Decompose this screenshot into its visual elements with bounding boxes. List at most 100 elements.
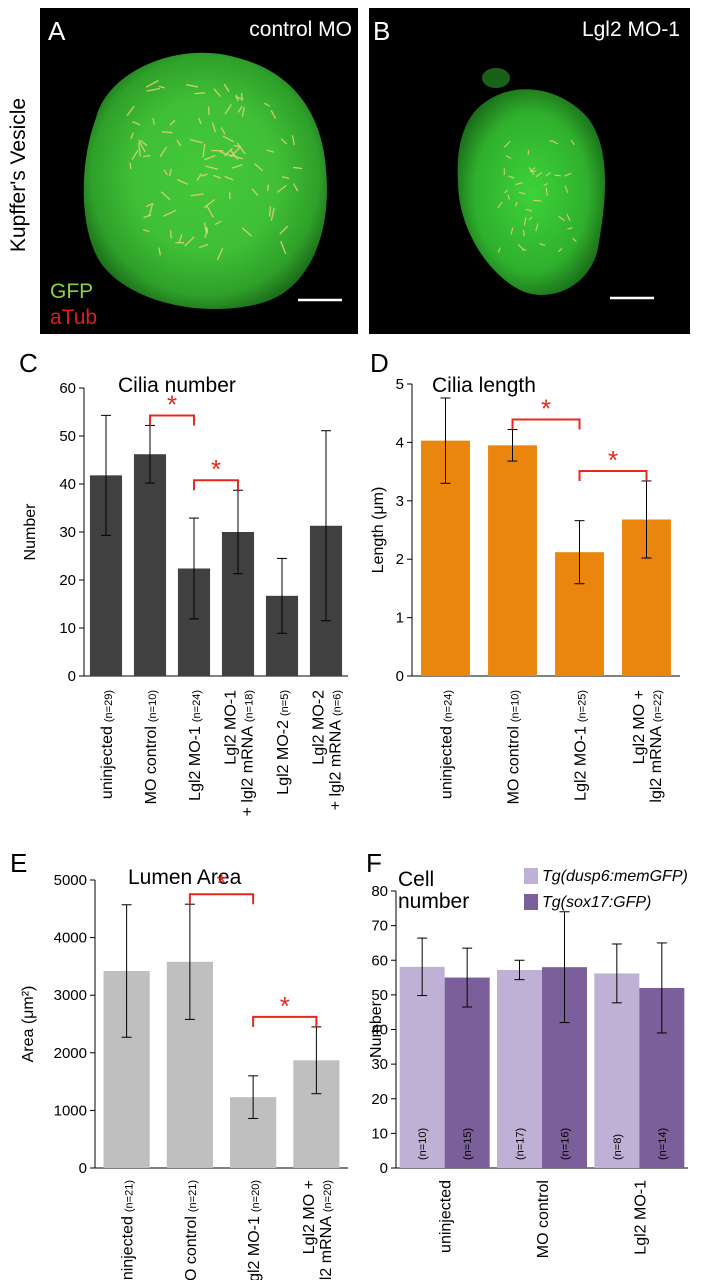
cilium <box>241 106 245 117</box>
y-tick-label: 3000 <box>54 987 87 1004</box>
cilium <box>198 243 209 249</box>
chart-cell-number: 0 10 20 30 40 50 60 70 80 F Number Cell number (n=10)… <box>366 848 688 1258</box>
category-label-line: Lgl2 MO + <box>631 690 648 764</box>
category-label: Lgl2 MO-1 (n=25) <box>573 690 590 801</box>
category-n: (n=24) <box>191 690 203 722</box>
category-label-line: MO control <box>143 726 160 804</box>
cilium <box>211 122 217 133</box>
cilium <box>146 87 161 92</box>
cilium <box>152 117 155 125</box>
significance-star: * <box>216 868 226 898</box>
category-label-line: + lgl2 mRNA <box>328 720 345 811</box>
cilium <box>570 139 575 146</box>
cilium <box>293 166 303 170</box>
category-label-line: lgl2 mRNA <box>648 726 665 803</box>
category-n: (n=20) <box>322 1180 334 1212</box>
category-n: (n=21) <box>124 1180 136 1212</box>
cilium <box>235 96 244 100</box>
cilium <box>205 165 219 170</box>
cilium <box>190 193 204 197</box>
bar-n-label: (n=15) <box>462 1128 474 1160</box>
cilium <box>131 149 139 160</box>
y-tick-label: 4000 <box>54 930 87 947</box>
cilium <box>528 216 533 221</box>
cilium <box>567 227 573 230</box>
cilium <box>186 84 199 88</box>
bar <box>497 969 542 1168</box>
cilium <box>189 138 203 144</box>
cilium <box>203 222 207 233</box>
cilium <box>229 154 244 160</box>
y-tick-label: 40 <box>371 1022 388 1039</box>
cilia-b <box>497 139 577 253</box>
cilium <box>564 185 569 194</box>
cilium <box>145 203 152 208</box>
cilium <box>518 191 526 195</box>
category-label: Lgl2 MO-2 (n=5) <box>275 690 292 795</box>
cilium <box>143 214 152 219</box>
y-tick-label: 5 <box>396 376 404 393</box>
cilium <box>523 217 527 226</box>
y-tick-label: 40 <box>59 476 76 493</box>
y-tick-label: 2 <box>396 551 404 568</box>
cilium <box>200 173 208 177</box>
category-n: (n=24) <box>443 690 455 722</box>
y-tick-label: 60 <box>59 380 76 397</box>
significance-star: * <box>608 445 618 475</box>
cell-blob-b <box>482 68 510 88</box>
cilium <box>237 105 243 113</box>
cilium <box>543 183 548 187</box>
category-n: (n=25) <box>577 690 589 722</box>
y-tick-label: 0 <box>79 1160 87 1177</box>
category-label: Lgl2 MO-1 <box>632 1180 649 1255</box>
cilium <box>132 121 141 126</box>
y-tick-label: 50 <box>59 428 76 445</box>
cilium <box>216 248 224 261</box>
chart-title: Cilia length <box>432 374 536 397</box>
cilium <box>251 188 259 196</box>
panel-letter-a: A <box>48 16 66 46</box>
category-n: (n=5) <box>279 690 291 716</box>
cilium <box>223 83 230 92</box>
category-label-line: Lgl2 MO + <box>301 1180 318 1254</box>
y-axis-label: Number <box>368 1000 385 1058</box>
category-label: uninjected <box>438 1180 455 1253</box>
cilium <box>517 243 524 251</box>
cilium <box>270 207 275 221</box>
panel-letter: C <box>19 348 38 378</box>
bar-n-label: (n=17) <box>515 1128 527 1160</box>
cilium <box>213 174 222 179</box>
category-label-line: uninjected <box>439 726 456 799</box>
category-label-line: Lgl2 MO-2 <box>311 690 328 765</box>
category-label-line: uninjected <box>120 1216 137 1280</box>
category-label: uninjected (n=24) <box>439 690 456 799</box>
cilium <box>163 209 177 217</box>
category-label: Lgl2 MO-1 (n=20) <box>246 1180 263 1280</box>
significance-bracket <box>149 414 195 426</box>
chart-cilia-length: 0 1 2 3 4 5D Length (μm) Cilia length uninjected… <box>370 348 680 804</box>
category-label-line: Lgl2 MO-2 <box>275 720 292 795</box>
category-label: Lgl2 MO +lgl2 mRNA (n=22) <box>631 690 665 803</box>
legend-label: Tg(dusp6:memGFP) <box>542 868 688 885</box>
category-n: (n=10) <box>147 690 159 722</box>
cilium <box>168 168 172 177</box>
cilium <box>148 202 154 217</box>
legend-atub: aTub <box>50 306 97 329</box>
panel-b-title: Lgl2 MO-1 <box>582 18 680 41</box>
chart-title: Cilia number <box>118 374 236 397</box>
bar <box>399 966 445 1168</box>
category-n: (n=22) <box>652 690 664 722</box>
cilium <box>558 215 566 222</box>
cilium <box>279 225 289 235</box>
cilium <box>266 149 275 153</box>
category-n: (n=29) <box>103 690 115 722</box>
bar-n-label: (n=14) <box>657 1128 669 1160</box>
category-label-line: Lgl2 MO-1 <box>573 726 590 801</box>
category-label: uninjected (n=21) <box>120 1180 137 1280</box>
cilium <box>205 226 209 234</box>
cilia-a <box>126 79 303 261</box>
cilium <box>161 131 173 134</box>
cilium <box>276 184 287 193</box>
cilium <box>552 141 559 145</box>
